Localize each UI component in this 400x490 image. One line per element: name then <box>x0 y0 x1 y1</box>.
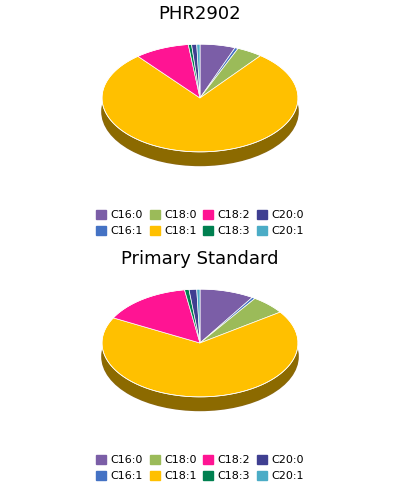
Polygon shape <box>200 44 235 98</box>
Polygon shape <box>188 44 200 98</box>
Polygon shape <box>102 98 298 165</box>
Legend: C16:0, C16:1, C18:0, C18:1, C18:2, C18:3, C20:0, C20:1: C16:0, C16:1, C18:0, C18:1, C18:2, C18:3… <box>93 451 307 485</box>
Polygon shape <box>102 312 298 397</box>
Text: Primary Standard: Primary Standard <box>121 250 279 268</box>
Legend: C16:0, C16:1, C18:0, C18:1, C18:2, C18:3, C20:0, C20:1: C16:0, C16:1, C18:0, C18:1, C18:2, C18:3… <box>93 206 307 240</box>
Polygon shape <box>113 290 200 343</box>
Polygon shape <box>200 49 260 98</box>
Ellipse shape <box>102 57 298 166</box>
Polygon shape <box>200 48 238 98</box>
Polygon shape <box>138 45 200 98</box>
Ellipse shape <box>102 303 298 411</box>
Polygon shape <box>200 297 255 343</box>
Polygon shape <box>197 289 200 343</box>
Polygon shape <box>197 44 200 98</box>
Text: PHR2902: PHR2902 <box>159 5 241 23</box>
Polygon shape <box>200 298 280 343</box>
Polygon shape <box>102 343 298 410</box>
Polygon shape <box>192 44 200 98</box>
Polygon shape <box>200 289 252 343</box>
Polygon shape <box>184 290 200 343</box>
Polygon shape <box>102 56 298 152</box>
Polygon shape <box>189 289 200 343</box>
